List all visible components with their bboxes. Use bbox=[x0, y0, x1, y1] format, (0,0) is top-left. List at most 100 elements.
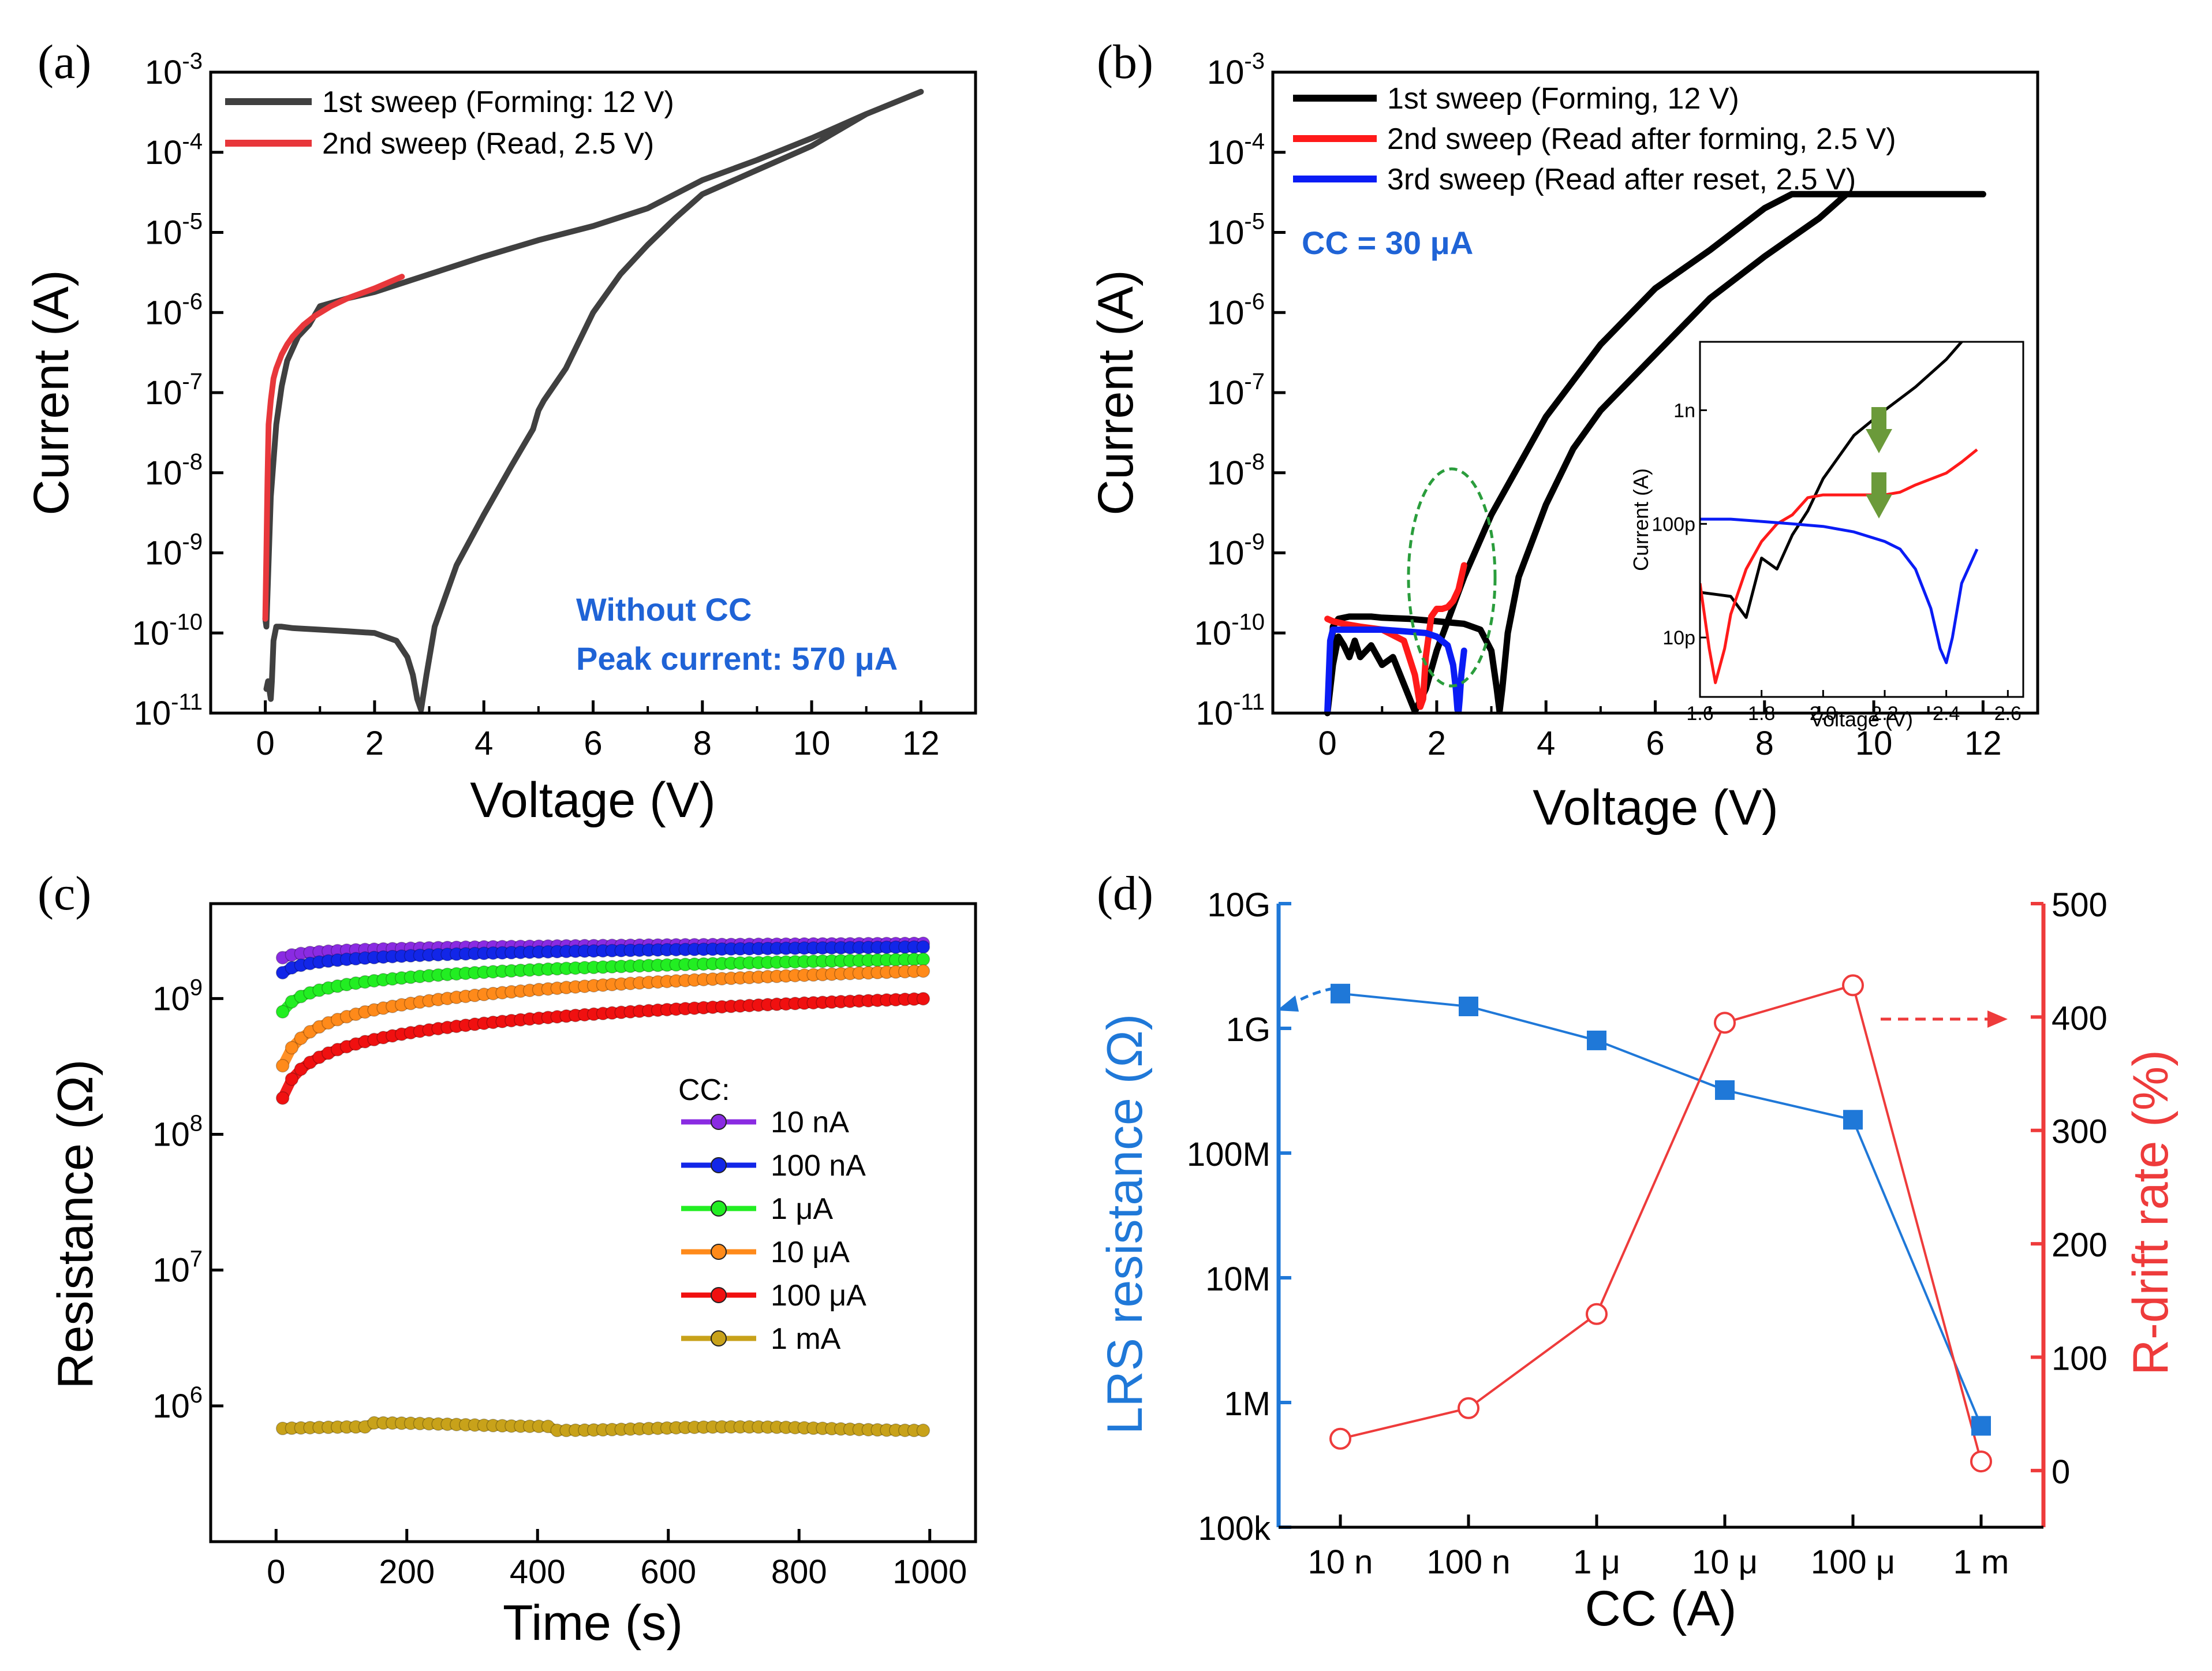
y-tick-label: 10-7 bbox=[145, 369, 203, 412]
x-tick-label: 8 bbox=[693, 725, 712, 762]
panel-a-label: (a) bbox=[38, 35, 91, 89]
legend-label-1st-sweep-b: 1st sweep (Forming, 12 V) bbox=[1387, 82, 1739, 115]
left-y-tick-label: 100k bbox=[1198, 1510, 1271, 1547]
panel-d: (d) 10 n 100 n 1 μ 10 μ 100 μ 1 m 10G 1G 100M 10M… bbox=[1097, 867, 2179, 1636]
legend-label-2nd-sweep: 2nd sweep (Read, 2.5 V) bbox=[322, 127, 654, 161]
legend-marker-1 bbox=[711, 1114, 727, 1130]
inset-y-title: Current (A) bbox=[1629, 468, 1653, 571]
series-line-2 bbox=[262, 274, 405, 622]
right-y-tick-label: 200 bbox=[2052, 1226, 2108, 1264]
y-tick-label: 109 bbox=[152, 975, 203, 1017]
x-tick-label: 2 bbox=[365, 725, 384, 762]
y-tick-label: 10-8 bbox=[145, 449, 203, 492]
inset-background bbox=[1700, 342, 2023, 697]
right-y-tick-label: 0 bbox=[2052, 1453, 2070, 1491]
panel-b-y-title: Current (A) bbox=[1088, 270, 1144, 515]
panel-c: (c) 0 200 400 600 800 1000 109 108 107 106 CC: 10… bbox=[38, 867, 977, 1651]
x-tick-label: 0 bbox=[267, 1553, 285, 1591]
x-tick-label: 1 m bbox=[1953, 1543, 2009, 1581]
lrs-resistance-point bbox=[1971, 1416, 1991, 1436]
series-4-point bbox=[294, 1031, 308, 1045]
inset-y-tick-label: 10p bbox=[1662, 627, 1695, 649]
series-4-point bbox=[916, 964, 931, 978]
lrs-resistance-point bbox=[1331, 983, 1350, 1004]
y-tick-label: 10-11 bbox=[134, 689, 203, 732]
series-line-1 bbox=[1324, 191, 1986, 717]
y-tick-label: 10-6 bbox=[1207, 289, 1265, 331]
y-tick-label: 10-8 bbox=[1207, 449, 1265, 492]
inset-y-tick-label: 1n bbox=[1673, 400, 1695, 422]
panel-a-legend: 1st sweep (Forming: 12 V) 2nd sweep (Rea… bbox=[225, 85, 674, 161]
series-line-2 bbox=[1324, 562, 1467, 710]
annotation-peak-current: Peak current: 570 μA bbox=[576, 640, 898, 677]
inset-x-tick-label: 1.8 bbox=[1748, 703, 1775, 725]
legend-marker-4 bbox=[711, 1244, 727, 1260]
panel-b-label: (b) bbox=[1097, 35, 1153, 89]
legend-label-6: 1 mA bbox=[771, 1322, 841, 1356]
x-tick-label: 10 bbox=[793, 725, 831, 762]
legend-label-1st-sweep: 1st sweep (Forming: 12 V) bbox=[322, 85, 674, 119]
r-drift-rate-point bbox=[1970, 1450, 1992, 1473]
legend-title-cc: CC: bbox=[678, 1073, 730, 1107]
left-y-tick-label: 1M bbox=[1224, 1385, 1271, 1423]
panel-c-frame bbox=[209, 902, 977, 1543]
y-tick-label: 10-4 bbox=[145, 129, 203, 171]
panel-d-plot: 10 n 100 n 1 μ 10 μ 100 μ 1 m 10G 1G 100M 10M 1M 10… bbox=[1187, 886, 2108, 1581]
legend-label-2nd-sweep-b: 2nd sweep (Read after forming, 2.5 V) bbox=[1387, 122, 1896, 156]
inset-x-tick-label: 2.4 bbox=[1933, 703, 1960, 725]
lrs-resistance-point bbox=[1587, 1030, 1606, 1050]
lrs-resistance-point bbox=[1843, 1110, 1863, 1130]
r-drift-rate-point bbox=[1586, 1303, 1608, 1325]
y-tick-label: 10-7 bbox=[1207, 369, 1265, 412]
x-tick-label: 800 bbox=[771, 1553, 827, 1591]
series-line-1 bbox=[262, 88, 924, 713]
panel-b: (b) 0 2 4 6 8 10 12 10-3 10-4 10-5 10-6 10-7 10-8 10-… bbox=[1088, 35, 2039, 836]
inset-series-line-3 bbox=[1700, 517, 1979, 665]
y-tick-label: 108 bbox=[152, 1111, 203, 1154]
right-y-tick-label: 300 bbox=[2052, 1113, 2108, 1151]
left-y-tick-label: 10G bbox=[1207, 886, 1271, 924]
x-tick-label: 6 bbox=[1646, 725, 1664, 762]
y-tick-label: 10-3 bbox=[145, 49, 203, 91]
x-tick-label: 100 μ bbox=[1811, 1543, 1895, 1581]
legend-label-5: 100 μA bbox=[771, 1279, 866, 1312]
x-tick-label: 4 bbox=[1537, 725, 1555, 762]
legend-label-3rd-sweep-b: 3rd sweep (Read after reset, 2.5 V) bbox=[1387, 163, 1856, 196]
r-drift-rate-point bbox=[1714, 1012, 1736, 1034]
legend-marker-3 bbox=[711, 1200, 727, 1217]
panel-a-y-title: Current (A) bbox=[24, 270, 79, 515]
y-tick-label: 10-3 bbox=[1207, 49, 1265, 91]
inset-x-tick-label: 2.2 bbox=[1871, 703, 1898, 725]
right-y-tick-label: 400 bbox=[2052, 999, 2108, 1037]
series-4-point bbox=[275, 1058, 290, 1073]
legend-marker-5 bbox=[711, 1287, 727, 1303]
series-5-point bbox=[285, 1072, 299, 1086]
r-drift-rate-point bbox=[1458, 1397, 1479, 1419]
left-y-tick-label: 100M bbox=[1187, 1136, 1271, 1173]
arrow-down-icon bbox=[1866, 472, 1892, 519]
x-tick-label: 4 bbox=[474, 725, 493, 762]
inset-x-tick-label: 1.6 bbox=[1686, 703, 1713, 725]
panel-c-plot: 0 200 400 600 800 1000 109 108 107 106 bbox=[152, 937, 967, 1591]
x-tick-label: 10 μ bbox=[1692, 1543, 1758, 1581]
y-tick-label: 10-10 bbox=[132, 609, 203, 652]
panel-c-label: (c) bbox=[38, 867, 91, 920]
r-drift-rate-point bbox=[1842, 974, 1864, 997]
lrs-resistance-line bbox=[1340, 992, 1982, 1427]
y-tick-label: 10-5 bbox=[145, 209, 203, 252]
legend-label-3: 1 μA bbox=[771, 1192, 833, 1226]
x-tick-label: 10 bbox=[1855, 725, 1893, 762]
y-tick-label: 10-11 bbox=[1196, 689, 1265, 732]
panel-a-plot: 0 2 4 6 8 10 12 10-3 10-4 10-5 10-6 10-7 10-8 10-9 10-… bbox=[132, 49, 977, 762]
x-tick-label: 1000 bbox=[892, 1553, 967, 1591]
series-6-point bbox=[916, 1423, 931, 1438]
x-tick-label: 12 bbox=[1964, 725, 2002, 762]
arrow-right-icon bbox=[1881, 1010, 2008, 1028]
inset-y-tick-label: 100p bbox=[1651, 513, 1695, 535]
annotation-without-cc: Without CC bbox=[576, 591, 752, 628]
y-tick-label: 10-9 bbox=[145, 529, 203, 572]
y-tick-label: 10-6 bbox=[145, 289, 203, 331]
y-tick-label: 10-5 bbox=[1207, 209, 1265, 252]
r-drift-rate-line bbox=[1340, 983, 1982, 1462]
series-3-point bbox=[916, 952, 931, 967]
